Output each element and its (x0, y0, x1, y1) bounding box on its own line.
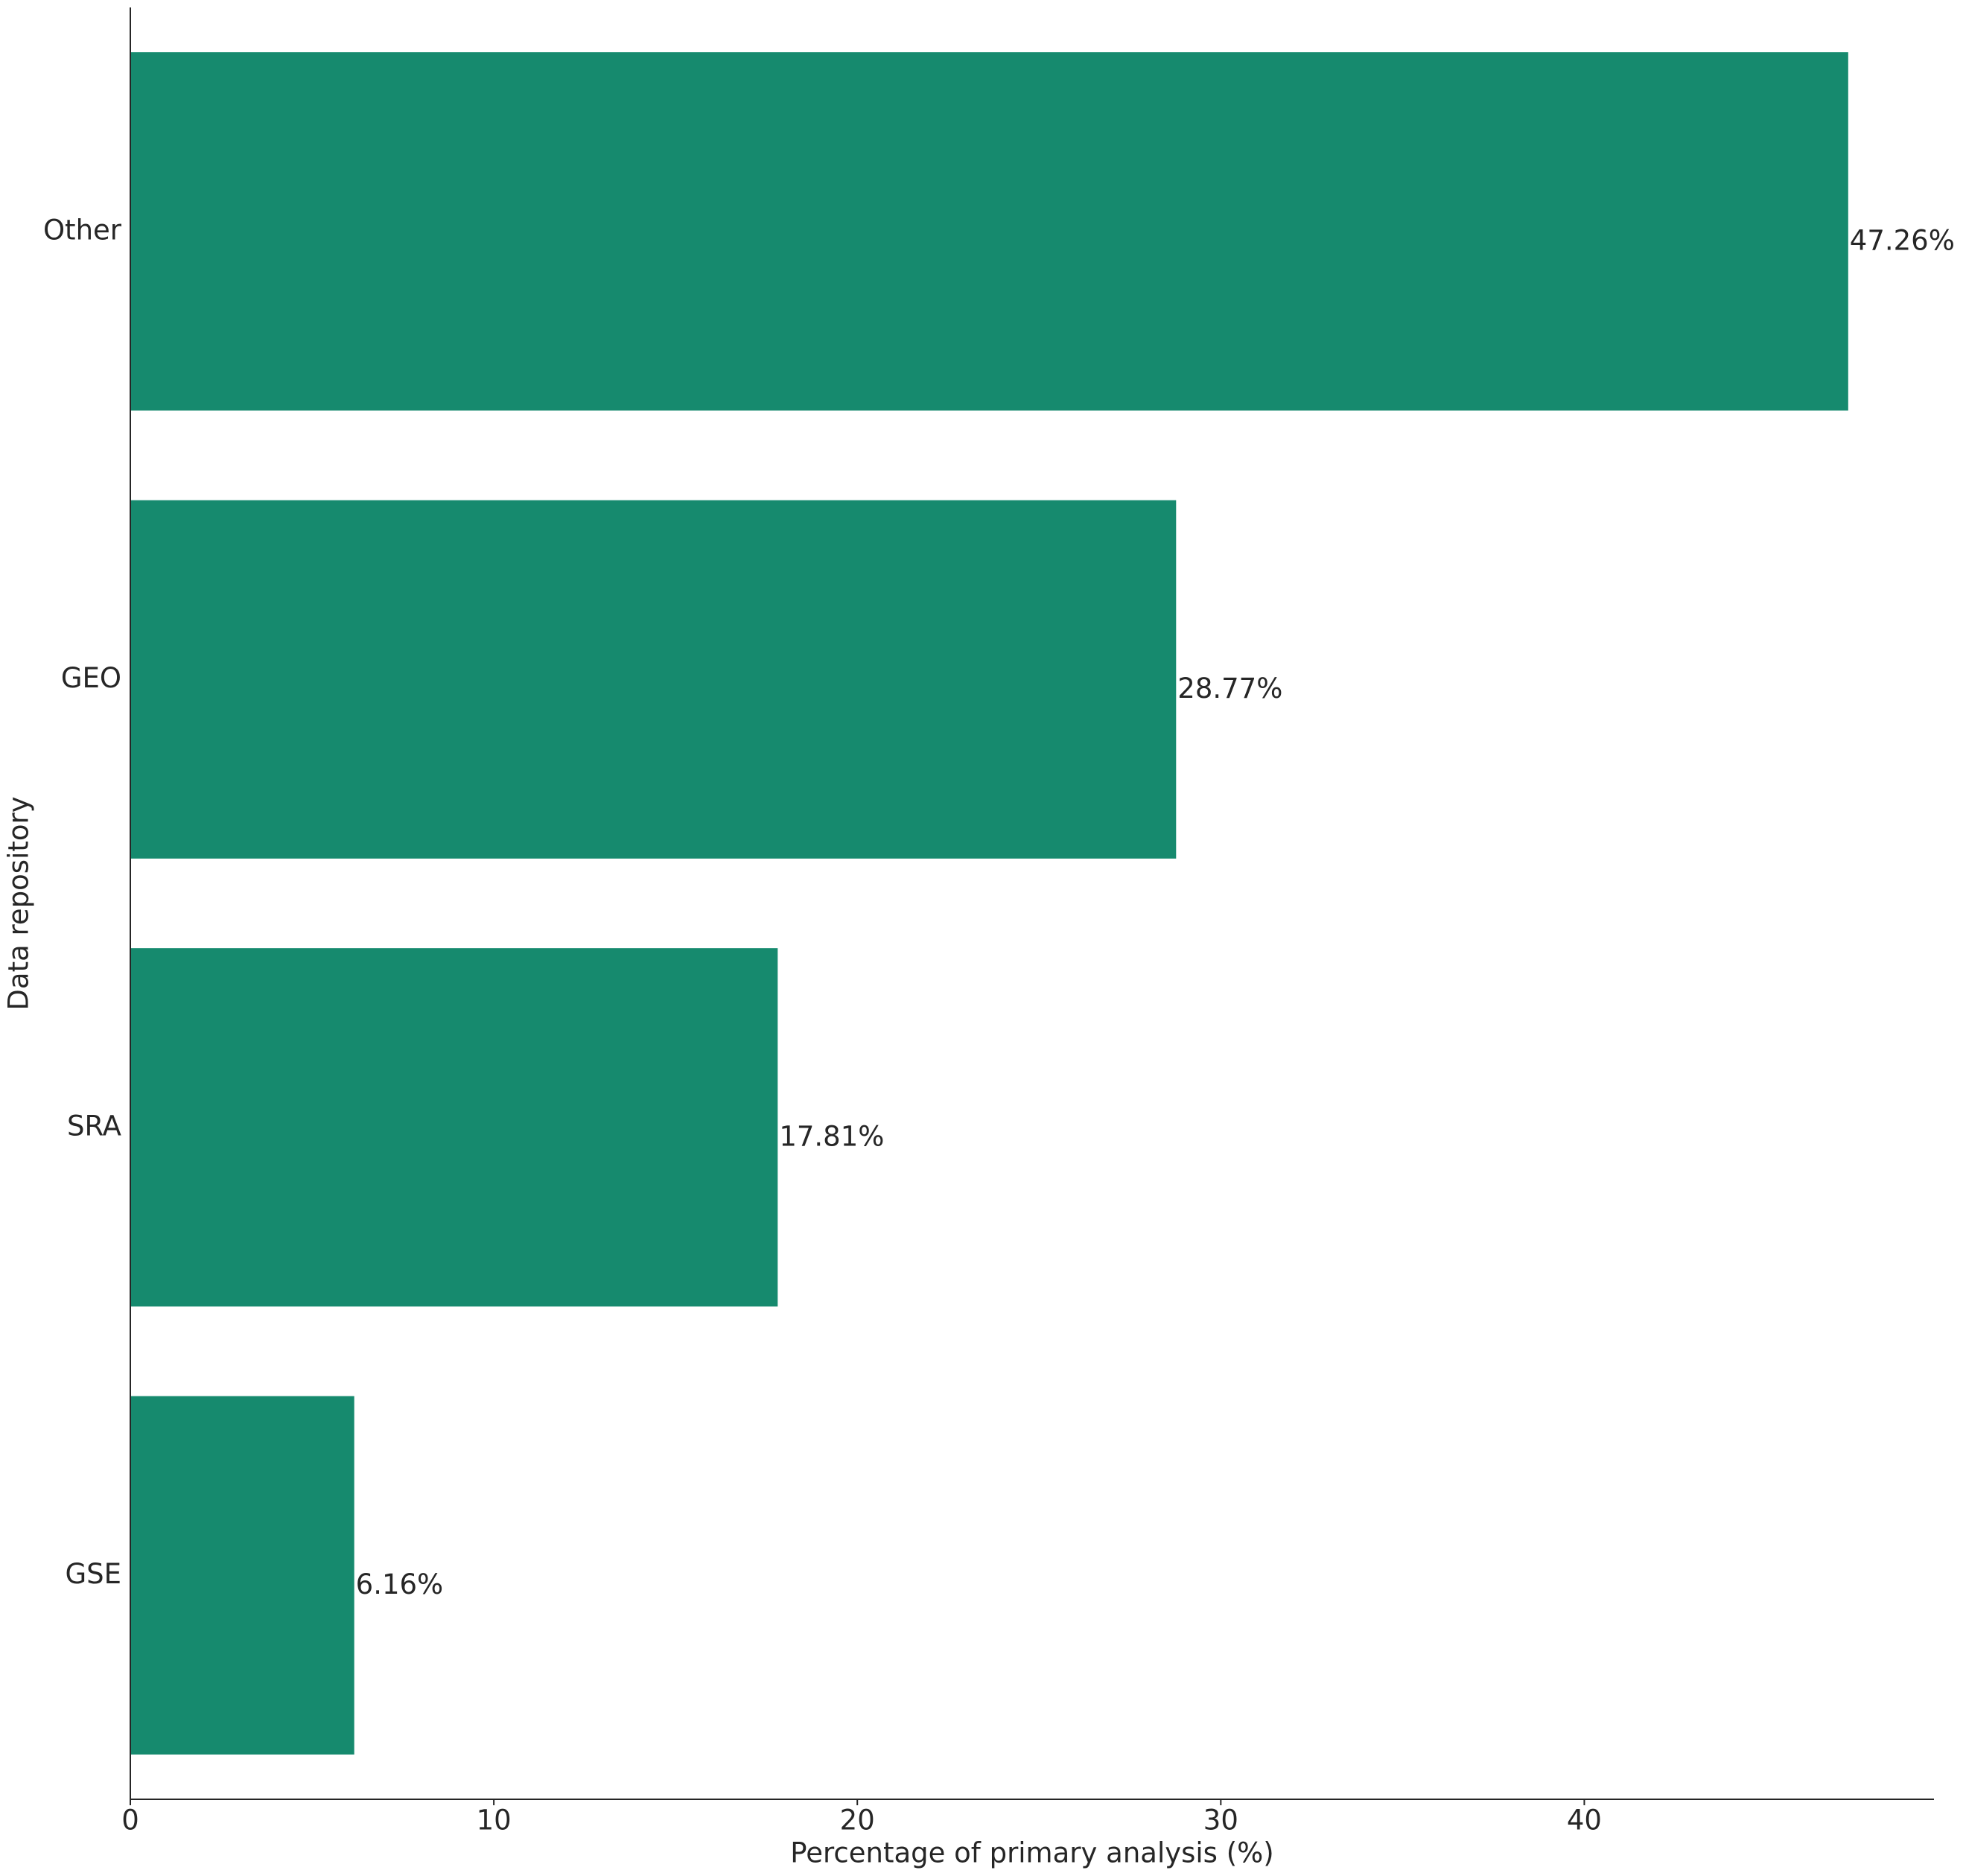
x-axis-label: Percentage of primary analysis (%) (790, 1837, 1274, 1869)
bar (130, 500, 1177, 859)
x-tick-label: 0 (121, 1805, 139, 1837)
bar (130, 948, 778, 1307)
y-tick-label: Other (43, 214, 122, 246)
value-label: 28.77% (1177, 673, 1282, 705)
x-tick-label: 20 (840, 1805, 875, 1837)
value-label: 17.81% (779, 1120, 884, 1152)
y-axis-label: Data repository (3, 796, 35, 1010)
x-tick-label: 30 (1203, 1805, 1238, 1837)
bar (130, 52, 1848, 411)
bar (130, 1396, 354, 1755)
y-tick-label: GSE (65, 1558, 121, 1590)
value-label: 6.16% (356, 1568, 444, 1600)
y-tick-label: GEO (61, 662, 121, 694)
x-tick-label: 10 (477, 1805, 512, 1837)
y-tick-label: SRA (67, 1110, 121, 1142)
x-tick-label: 40 (1567, 1805, 1602, 1837)
value-label: 47.26% (1850, 224, 1955, 256)
